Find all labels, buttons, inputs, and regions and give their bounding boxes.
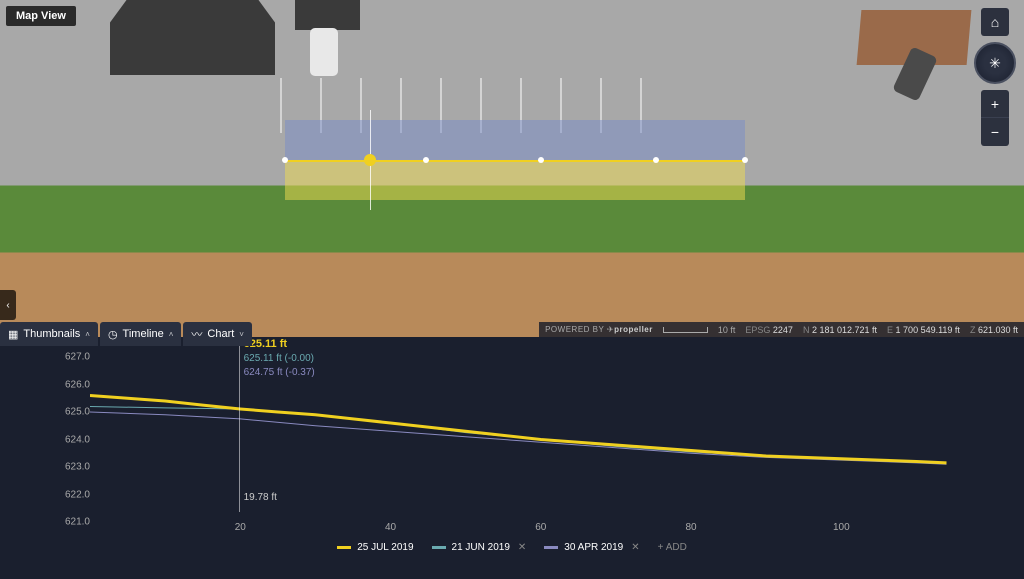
x-tick-label: 20 (235, 522, 246, 533)
legend-remove-button[interactable]: ✕ (631, 542, 639, 553)
x-axis: 20 40 60 80 100 (90, 522, 954, 532)
vehicle-shape (310, 28, 338, 76)
map-tools: ⌂ ✳ + − (974, 8, 1016, 146)
chart-series-line[interactable] (90, 396, 946, 463)
panel-tabs: ▦ Thumbnails ˄ ◷ Timeline ˄ 〰 Chart ˅ (0, 322, 252, 346)
y-tick-label: 623.0 (50, 462, 90, 473)
zoom-out-button[interactable]: − (981, 118, 1009, 146)
add-series-button[interactable]: + ADD (658, 542, 687, 553)
building-shape (110, 0, 275, 75)
easting-label: E (887, 325, 893, 335)
zoom-controls: + − (981, 90, 1009, 146)
y-tick-label: 621.0 (50, 517, 90, 528)
legend-swatch (337, 546, 351, 549)
timeline-icon: ◷ (108, 328, 118, 341)
tab-label: Chart (207, 328, 234, 340)
chart-panel: 627.0 626.0 625.0 624.0 623.0 622.0 621.0 625.… (0, 337, 1024, 579)
section-cursor-dot[interactable] (364, 154, 376, 166)
section-handle[interactable] (423, 157, 429, 163)
elevation-value: 621.030 ft (978, 325, 1018, 335)
section-handle[interactable] (538, 157, 544, 163)
y-axis: 627.0626.0625.0624.0623.0622.0621.0 (50, 357, 90, 522)
legend-item[interactable]: 25 JUL 2019 (337, 542, 413, 553)
caret-icon: ˄ (85, 330, 90, 339)
caret-icon: ˅ (239, 330, 244, 339)
home-button[interactable]: ⌂ (981, 8, 1009, 36)
cross-section-overlay[interactable] (285, 120, 745, 200)
zoom-in-button[interactable]: + (981, 90, 1009, 118)
hover-series-2: 624.75 ft (-0.37) (244, 366, 315, 380)
section-handle[interactable] (653, 157, 659, 163)
status-bar: POWERED BY ✈propeller 10 ft EPSG 2247 N … (539, 322, 1024, 337)
northing-label: N (803, 325, 810, 335)
y-tick-label: 627.0 (50, 352, 90, 363)
hover-primary-value: 625.11 ft (244, 337, 315, 352)
elevation-label: Z (970, 325, 976, 335)
easting-value: 1 700 549.119 ft (896, 325, 960, 335)
hover-series-1: 625.11 ft (-0.00) (244, 352, 315, 366)
section-handle[interactable] (742, 157, 748, 163)
hover-x-value: 19.78 ft (244, 492, 277, 503)
legend-swatch (544, 546, 558, 549)
powered-by-label: POWERED BY ✈propeller (545, 325, 653, 334)
legend-swatch (432, 546, 446, 549)
tab-label: Thumbnails (23, 328, 80, 340)
legend-label: 21 JUN 2019 (452, 542, 510, 553)
legend-label: 25 JUL 2019 (357, 542, 413, 553)
x-tick-label: 60 (535, 522, 546, 533)
compass-button[interactable]: ✳ (974, 42, 1016, 84)
tab-label: Timeline (123, 328, 164, 340)
section-handle[interactable] (282, 157, 288, 163)
chart-plot[interactable] (90, 357, 954, 522)
epsg-label: EPSG (745, 325, 770, 335)
section-line[interactable] (285, 160, 745, 162)
compass-icon: ✳ (989, 55, 1001, 72)
x-tick-label: 80 (685, 522, 696, 533)
y-tick-label: 624.0 (50, 434, 90, 445)
building-shape (295, 0, 360, 30)
legend-item[interactable]: 21 JUN 2019 ✕ (432, 542, 527, 553)
scale-bar (663, 327, 708, 333)
chart-hover-tooltip: 625.11 ft 625.11 ft (-0.00) 624.75 ft (-… (244, 337, 315, 380)
epsg-value: 2247 (773, 325, 793, 335)
x-tick-label: 100 (833, 522, 850, 533)
tab-chart[interactable]: 〰 Chart ˅ (183, 322, 252, 346)
chart-body[interactable]: 627.0 626.0 625.0 624.0 623.0 622.0 621.0 625.… (0, 337, 1024, 532)
legend-remove-button[interactable]: ✕ (518, 542, 526, 553)
y-tick-label: 625.0 (50, 407, 90, 418)
legend-item[interactable]: 30 APR 2019 ✕ (544, 542, 639, 553)
map-view-badge[interactable]: Map View (6, 6, 76, 26)
section-lower-plane (285, 160, 745, 200)
chart-series-line[interactable] (90, 407, 946, 463)
y-tick-label: 626.0 (50, 379, 90, 390)
y-tick-label: 622.0 (50, 489, 90, 500)
section-upper-plane (285, 120, 745, 160)
legend-label: 30 APR 2019 (564, 542, 623, 553)
caret-icon: ˄ (169, 330, 174, 339)
northing-value: 2 181 012.721 ft (812, 325, 877, 335)
thumbnails-icon: ▦ (8, 328, 18, 341)
tab-timeline[interactable]: ◷ Timeline ˄ (100, 322, 181, 346)
collapse-panel-button[interactable]: ‹ (0, 290, 16, 320)
scale-label: 10 ft (718, 325, 736, 335)
home-icon: ⌂ (991, 14, 999, 30)
map-viewport[interactable]: Map View ⌂ ✳ + − ‹ (0, 0, 1024, 337)
chart-hover-line (239, 337, 240, 512)
tab-thumbnails[interactable]: ▦ Thumbnails ˄ (0, 322, 98, 346)
chart-icon: 〰 (191, 326, 202, 342)
x-tick-label: 40 (385, 522, 396, 533)
chart-legend: 25 JUL 2019 21 JUN 2019 ✕ 30 APR 2019 ✕ + ADD (0, 532, 1024, 562)
